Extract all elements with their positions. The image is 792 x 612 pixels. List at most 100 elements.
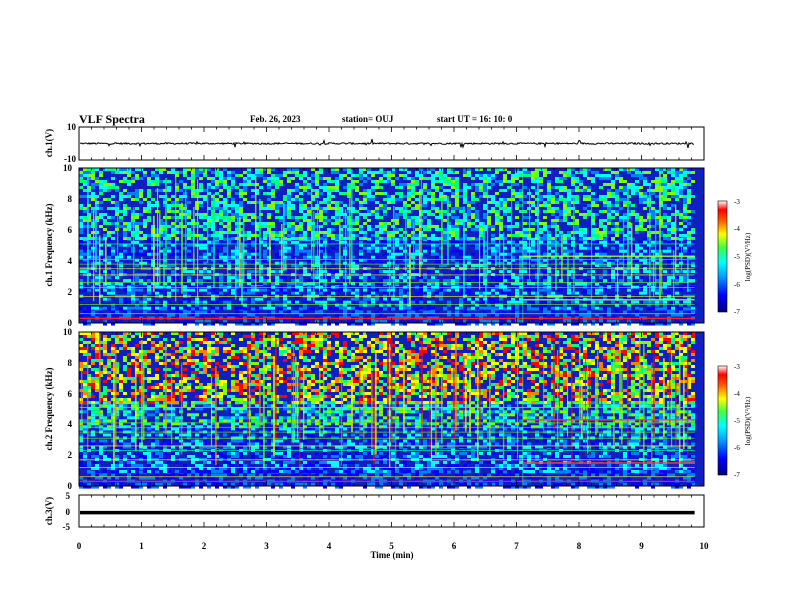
spectrogram-cell (299, 228, 303, 231)
spectrogram-cell (95, 261, 99, 265)
spectrogram-cell (507, 258, 511, 262)
spectrogram-cell (195, 303, 199, 307)
spectrogram-cell (187, 306, 191, 310)
spectrogram-burst (441, 200, 443, 265)
spectrogram-cell (315, 297, 319, 301)
spectrogram-cell (567, 171, 571, 174)
spectrogram-cell (647, 183, 651, 186)
spectrogram-cell (363, 174, 367, 177)
spectrogram-cell (191, 288, 195, 292)
spectrogram-cell (679, 192, 683, 195)
spectrogram-cell (627, 313, 631, 317)
spectrogram-cell (275, 306, 279, 310)
spectrogram-cell (247, 180, 251, 183)
spectrogram-cell (347, 322, 351, 326)
spectrogram-cell (411, 300, 415, 304)
spectrogram-cell (579, 282, 583, 286)
spectrogram-cell (499, 219, 503, 222)
spectrogram-cell (287, 177, 291, 180)
spectrogram-cell (523, 243, 527, 247)
spectrogram-cell (443, 219, 447, 222)
spectrogram-cell (523, 201, 527, 204)
spectrogram-cell (111, 288, 115, 292)
spectrogram-cell (467, 171, 471, 174)
spectrogram-cell (279, 307, 283, 311)
spectrogram-cell (615, 174, 619, 177)
spectrogram-cell (535, 307, 539, 311)
spectrogram-cell (103, 186, 107, 189)
spectrogram-cell (247, 201, 251, 204)
spectrogram-cell (311, 180, 315, 183)
spectrogram-cell (319, 225, 323, 228)
spectrogram-cell (363, 168, 367, 171)
station-label: station= OUJ (342, 114, 394, 124)
spectrogram-cell (423, 288, 427, 292)
spectrogram-cell (539, 168, 543, 171)
spectrogram-cell (531, 291, 535, 295)
spectrogram-cell (675, 300, 679, 304)
spectrogram-cell (95, 183, 99, 186)
spectrogram-cell (363, 279, 367, 283)
spectrogram-cell (551, 282, 555, 286)
spectrogram-cell (419, 288, 423, 292)
spectrogram-cell (207, 252, 211, 256)
spectrogram-cell (691, 322, 695, 326)
spectrogram-cell (187, 228, 191, 231)
spectrogram-cell (679, 168, 683, 171)
spectrogram-cell (595, 252, 599, 256)
spectrogram-cell (515, 306, 519, 310)
spectrogram-cell (627, 213, 631, 216)
spectrogram-cell (259, 240, 263, 244)
spectrogram-cell (679, 177, 683, 180)
spectrogram-cell (255, 322, 259, 326)
spectrogram-cell (507, 306, 511, 310)
spectrogram-cell (335, 207, 339, 210)
spectrogram-cell (591, 171, 595, 174)
spectrogram-cell (263, 258, 267, 262)
spectrogram-cell (391, 198, 395, 201)
spectrogram-cell (439, 319, 443, 323)
spectrogram-cell (483, 186, 487, 189)
spectrogram-cell (611, 171, 615, 174)
spectrogram-cell (187, 310, 191, 314)
spectrogram-cell (431, 276, 435, 280)
spectrogram-cell (83, 180, 87, 183)
spectrogram-cell (103, 219, 107, 222)
spectrogram-cell (143, 219, 147, 222)
spectrogram-cell (99, 189, 103, 192)
spectrogram-cell (251, 261, 255, 265)
spectrogram-cell (215, 300, 219, 304)
spectrogram-cell (607, 258, 611, 262)
spectrogram-cell (623, 204, 627, 207)
spectrogram-cell (443, 288, 447, 292)
spectrogram-cell (643, 228, 647, 231)
spectrogram-cell (263, 180, 267, 183)
spectrogram-cell (111, 282, 115, 286)
spectrogram-cell (655, 252, 659, 256)
spectrogram-cell (563, 198, 567, 201)
spectrogram-cell (291, 300, 295, 304)
spectrogram-cell (643, 322, 647, 326)
spectrogram-cell (651, 216, 655, 219)
spectrogram-cell (579, 234, 583, 237)
spectrogram-cell (219, 291, 223, 295)
spectrogram-cell (227, 276, 231, 280)
spectrogram-cell (299, 276, 303, 280)
spectrogram-cell (379, 307, 383, 311)
spectrogram-cell (159, 261, 163, 265)
spectrogram-cell (155, 180, 159, 183)
spectrogram-cell (247, 270, 251, 274)
spectrogram-cell (667, 306, 671, 310)
spectrogram-cell (531, 180, 535, 183)
spectrogram-cell (523, 231, 527, 234)
spectrogram-cell (247, 282, 251, 286)
spectrogram-cell (119, 192, 123, 195)
spectrogram-cell (443, 210, 447, 213)
spectrogram-cell (271, 297, 275, 301)
spectrogram-cell (219, 255, 223, 259)
spectrogram-cell (607, 307, 611, 311)
spectrogram-cell (571, 189, 575, 192)
spectrogram-cell (131, 288, 135, 292)
spectrogram-cell (383, 303, 387, 307)
spectrogram-cell (135, 252, 139, 256)
